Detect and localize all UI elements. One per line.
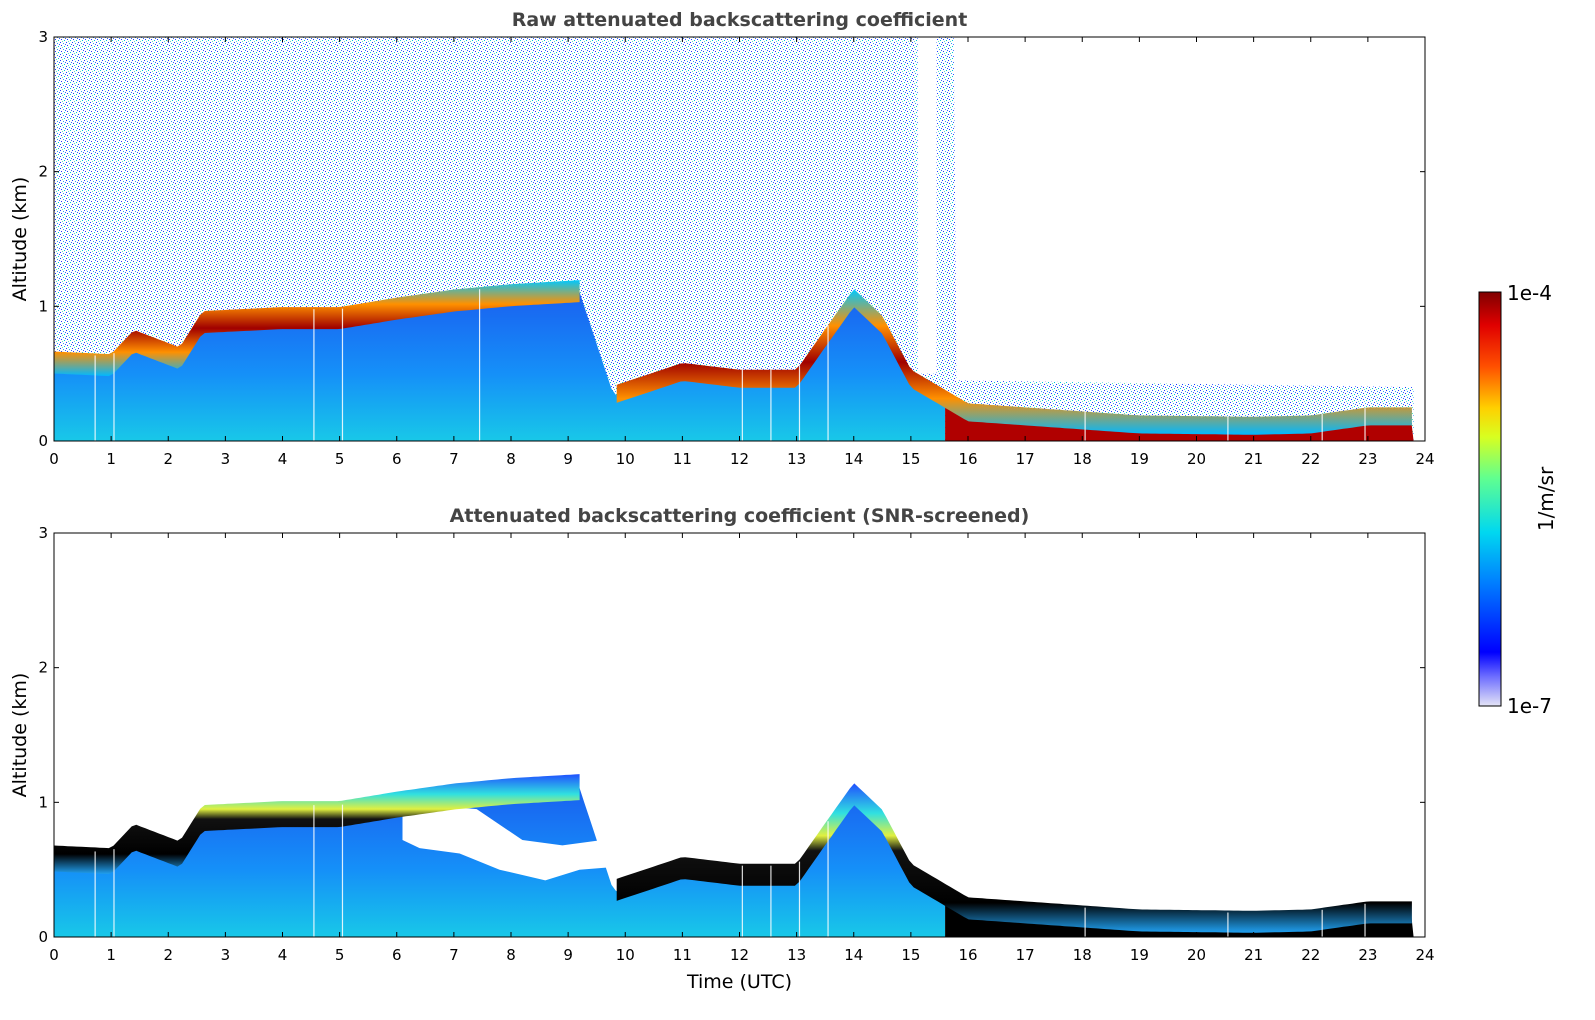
colorbar-min-label: 1e-7 bbox=[1507, 694, 1552, 718]
x-tick-label: 2 bbox=[163, 946, 173, 964]
x-tick-label: 9 bbox=[563, 450, 573, 468]
x-tick-label: 15 bbox=[901, 946, 920, 964]
x-tick-label: 2 bbox=[163, 450, 173, 468]
axes-raw-ticks: 0 1 2 3 4 5 6 7 8 9 10 11 12 13 14 15 16 17 18 19 20 21 22 23 24… bbox=[38, 28, 1434, 468]
xlabel-time: Time (UTC) bbox=[686, 971, 792, 993]
x-tick-label: 16 bbox=[958, 450, 977, 468]
x-tick-label: 22 bbox=[1301, 450, 1320, 468]
colorbar-gradient bbox=[1478, 291, 1502, 707]
removed-region bbox=[402, 805, 614, 881]
x-tick-label: 0 bbox=[49, 450, 59, 468]
x-tick-label: 5 bbox=[335, 450, 345, 468]
panel-raw-title: Raw attenuated backscattering coefficien… bbox=[512, 9, 968, 31]
x-tick-label: 9 bbox=[563, 946, 573, 964]
y-tick-label: 0 bbox=[38, 432, 48, 450]
y-tick-label: 2 bbox=[38, 163, 48, 181]
x-tick-label: 4 bbox=[278, 450, 288, 468]
colorbar-max-label: 1e-4 bbox=[1507, 281, 1552, 305]
x-tick-label: 24 bbox=[1415, 450, 1434, 468]
layer-band-early bbox=[54, 280, 580, 377]
x-tick-label: 3 bbox=[221, 450, 231, 468]
panel-raw: Raw attenuated backscattering coefficien… bbox=[9, 9, 1435, 468]
x-tick-label: 14 bbox=[844, 450, 863, 468]
y-tick-label: 2 bbox=[38, 659, 48, 677]
x-tick-label: 11 bbox=[673, 946, 692, 964]
x-tick-label: 1 bbox=[106, 946, 116, 964]
colorbar: 1e-4 1e-7 1/m/sr bbox=[1478, 281, 1558, 718]
x-tick-label: 17 bbox=[1016, 450, 1035, 468]
x-tick-label: 1 bbox=[106, 450, 116, 468]
screened-removed-region bbox=[402, 805, 614, 881]
y-tick-label: 3 bbox=[38, 524, 48, 542]
x-tick-label: 20 bbox=[1187, 946, 1206, 964]
screened-aerosol-layer bbox=[54, 774, 1412, 937]
x-tick-label: 12 bbox=[730, 946, 749, 964]
x-tick-label: 24 bbox=[1415, 946, 1434, 964]
layer-band-late bbox=[616, 289, 1412, 435]
x-tick-label: 20 bbox=[1187, 450, 1206, 468]
x-tick-label: 18 bbox=[1073, 946, 1092, 964]
x-tick-label: 13 bbox=[787, 946, 806, 964]
x-tick-label: 17 bbox=[1016, 946, 1035, 964]
x-tick-label: 7 bbox=[449, 946, 459, 964]
x-tick-label: 3 bbox=[221, 946, 231, 964]
x-tick-label: 21 bbox=[1244, 946, 1263, 964]
x-tick-label: 6 bbox=[392, 946, 402, 964]
y-tick-label: 0 bbox=[38, 928, 48, 946]
colorbar-unit-label: 1/m/sr bbox=[1534, 466, 1558, 531]
x-tick-label: 12 bbox=[730, 450, 749, 468]
x-tick-label: 19 bbox=[1130, 450, 1149, 468]
x-tick-label: 23 bbox=[1358, 450, 1377, 468]
x-tick-label: 15 bbox=[901, 450, 920, 468]
layer-band-late bbox=[616, 783, 1412, 933]
x-tick-label: 6 bbox=[392, 450, 402, 468]
x-tick-label: 8 bbox=[506, 946, 516, 964]
x-tick-label: 23 bbox=[1358, 946, 1377, 964]
x-tick-label: 13 bbox=[787, 450, 806, 468]
y-tick-label: 3 bbox=[38, 28, 48, 46]
x-tick-label: 4 bbox=[278, 946, 288, 964]
x-tick-label: 11 bbox=[673, 450, 692, 468]
x-tick-label: 19 bbox=[1130, 946, 1149, 964]
x-tick-label: 0 bbox=[49, 946, 59, 964]
x-tick-label: 14 bbox=[844, 946, 863, 964]
y-tick-label: 1 bbox=[38, 297, 48, 315]
layer-band-early bbox=[54, 774, 580, 875]
axes-screened-ticks: 0 1 2 3 4 5 6 7 8 9 10 11 12 13 14 15 16 17 18 19 20 21 22 23 24… bbox=[38, 524, 1434, 964]
x-tick-label: 7 bbox=[449, 450, 459, 468]
x-tick-label: 5 bbox=[335, 946, 345, 964]
x-tick-label: 22 bbox=[1301, 946, 1320, 964]
panel-screened: Attenuated backscattering coefficient (S… bbox=[9, 505, 1435, 993]
signal-gap bbox=[917, 37, 937, 374]
raw-aerosol-layer bbox=[54, 280, 1412, 441]
y-tick-label: 1 bbox=[38, 793, 48, 811]
panel-screened-title: Attenuated backscattering coefficient (S… bbox=[450, 505, 1030, 527]
x-tick-label: 16 bbox=[958, 946, 977, 964]
x-tick-label: 18 bbox=[1073, 450, 1092, 468]
x-tick-label: 21 bbox=[1244, 450, 1263, 468]
x-tick-label: 10 bbox=[616, 450, 635, 468]
ylabel-screened: Altitude (km) bbox=[9, 673, 31, 798]
x-tick-label: 10 bbox=[616, 946, 635, 964]
x-tick-label: 8 bbox=[506, 450, 516, 468]
ylabel-raw: Altitude (km) bbox=[9, 177, 31, 302]
